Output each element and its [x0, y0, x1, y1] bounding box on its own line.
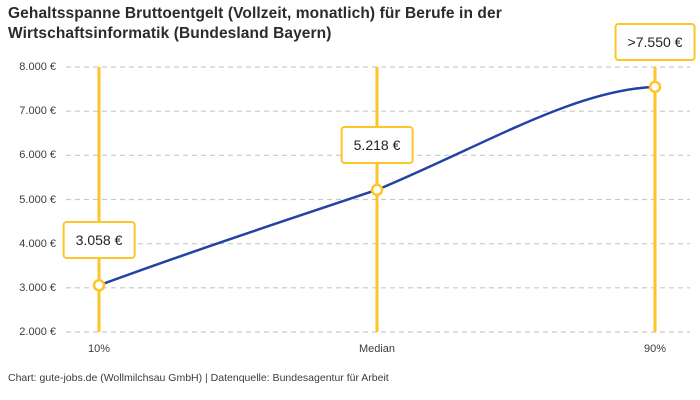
- y-axis-tick-label: 5.000 €: [19, 193, 56, 206]
- value-label-box: 5.218 €: [340, 125, 414, 164]
- y-axis-tick-label: 8.000 €: [19, 61, 56, 73]
- x-axis-tick-label: Median: [358, 343, 396, 355]
- value-label-box: 3.058 €: [62, 221, 136, 260]
- y-axis-tick-label: 6.000 €: [19, 149, 56, 162]
- y-axis-tick-label: 7.000 €: [19, 105, 56, 118]
- value-label-box: >7.550 €: [614, 22, 696, 61]
- chart-source-credit: Chart: gute-jobs.de (Wollmilchsau GmbH) …: [8, 372, 389, 384]
- chart-title: Gehaltsspanne Bruttoentgelt (Vollzeit, m…: [8, 5, 502, 42]
- y-axis-tick-label: 3.000 €: [19, 281, 56, 294]
- y-axis: 8.000 € 7.000 € 6.000 € 5.000 € 4.000 € 3.000…: [0, 0, 56, 400]
- data-point-marker: [92, 279, 106, 292]
- y-axis-tick-label: 4.000 €: [19, 237, 56, 250]
- x-axis-tick-label: 90%: [643, 343, 667, 355]
- y-axis-tick-label: 2.000 €: [19, 326, 56, 338]
- data-point-marker: [370, 183, 384, 197]
- x-axis: 10% Median 90%: [0, 343, 700, 359]
- data-point-marker: [648, 80, 662, 94]
- x-axis-tick-label: 10%: [87, 343, 111, 355]
